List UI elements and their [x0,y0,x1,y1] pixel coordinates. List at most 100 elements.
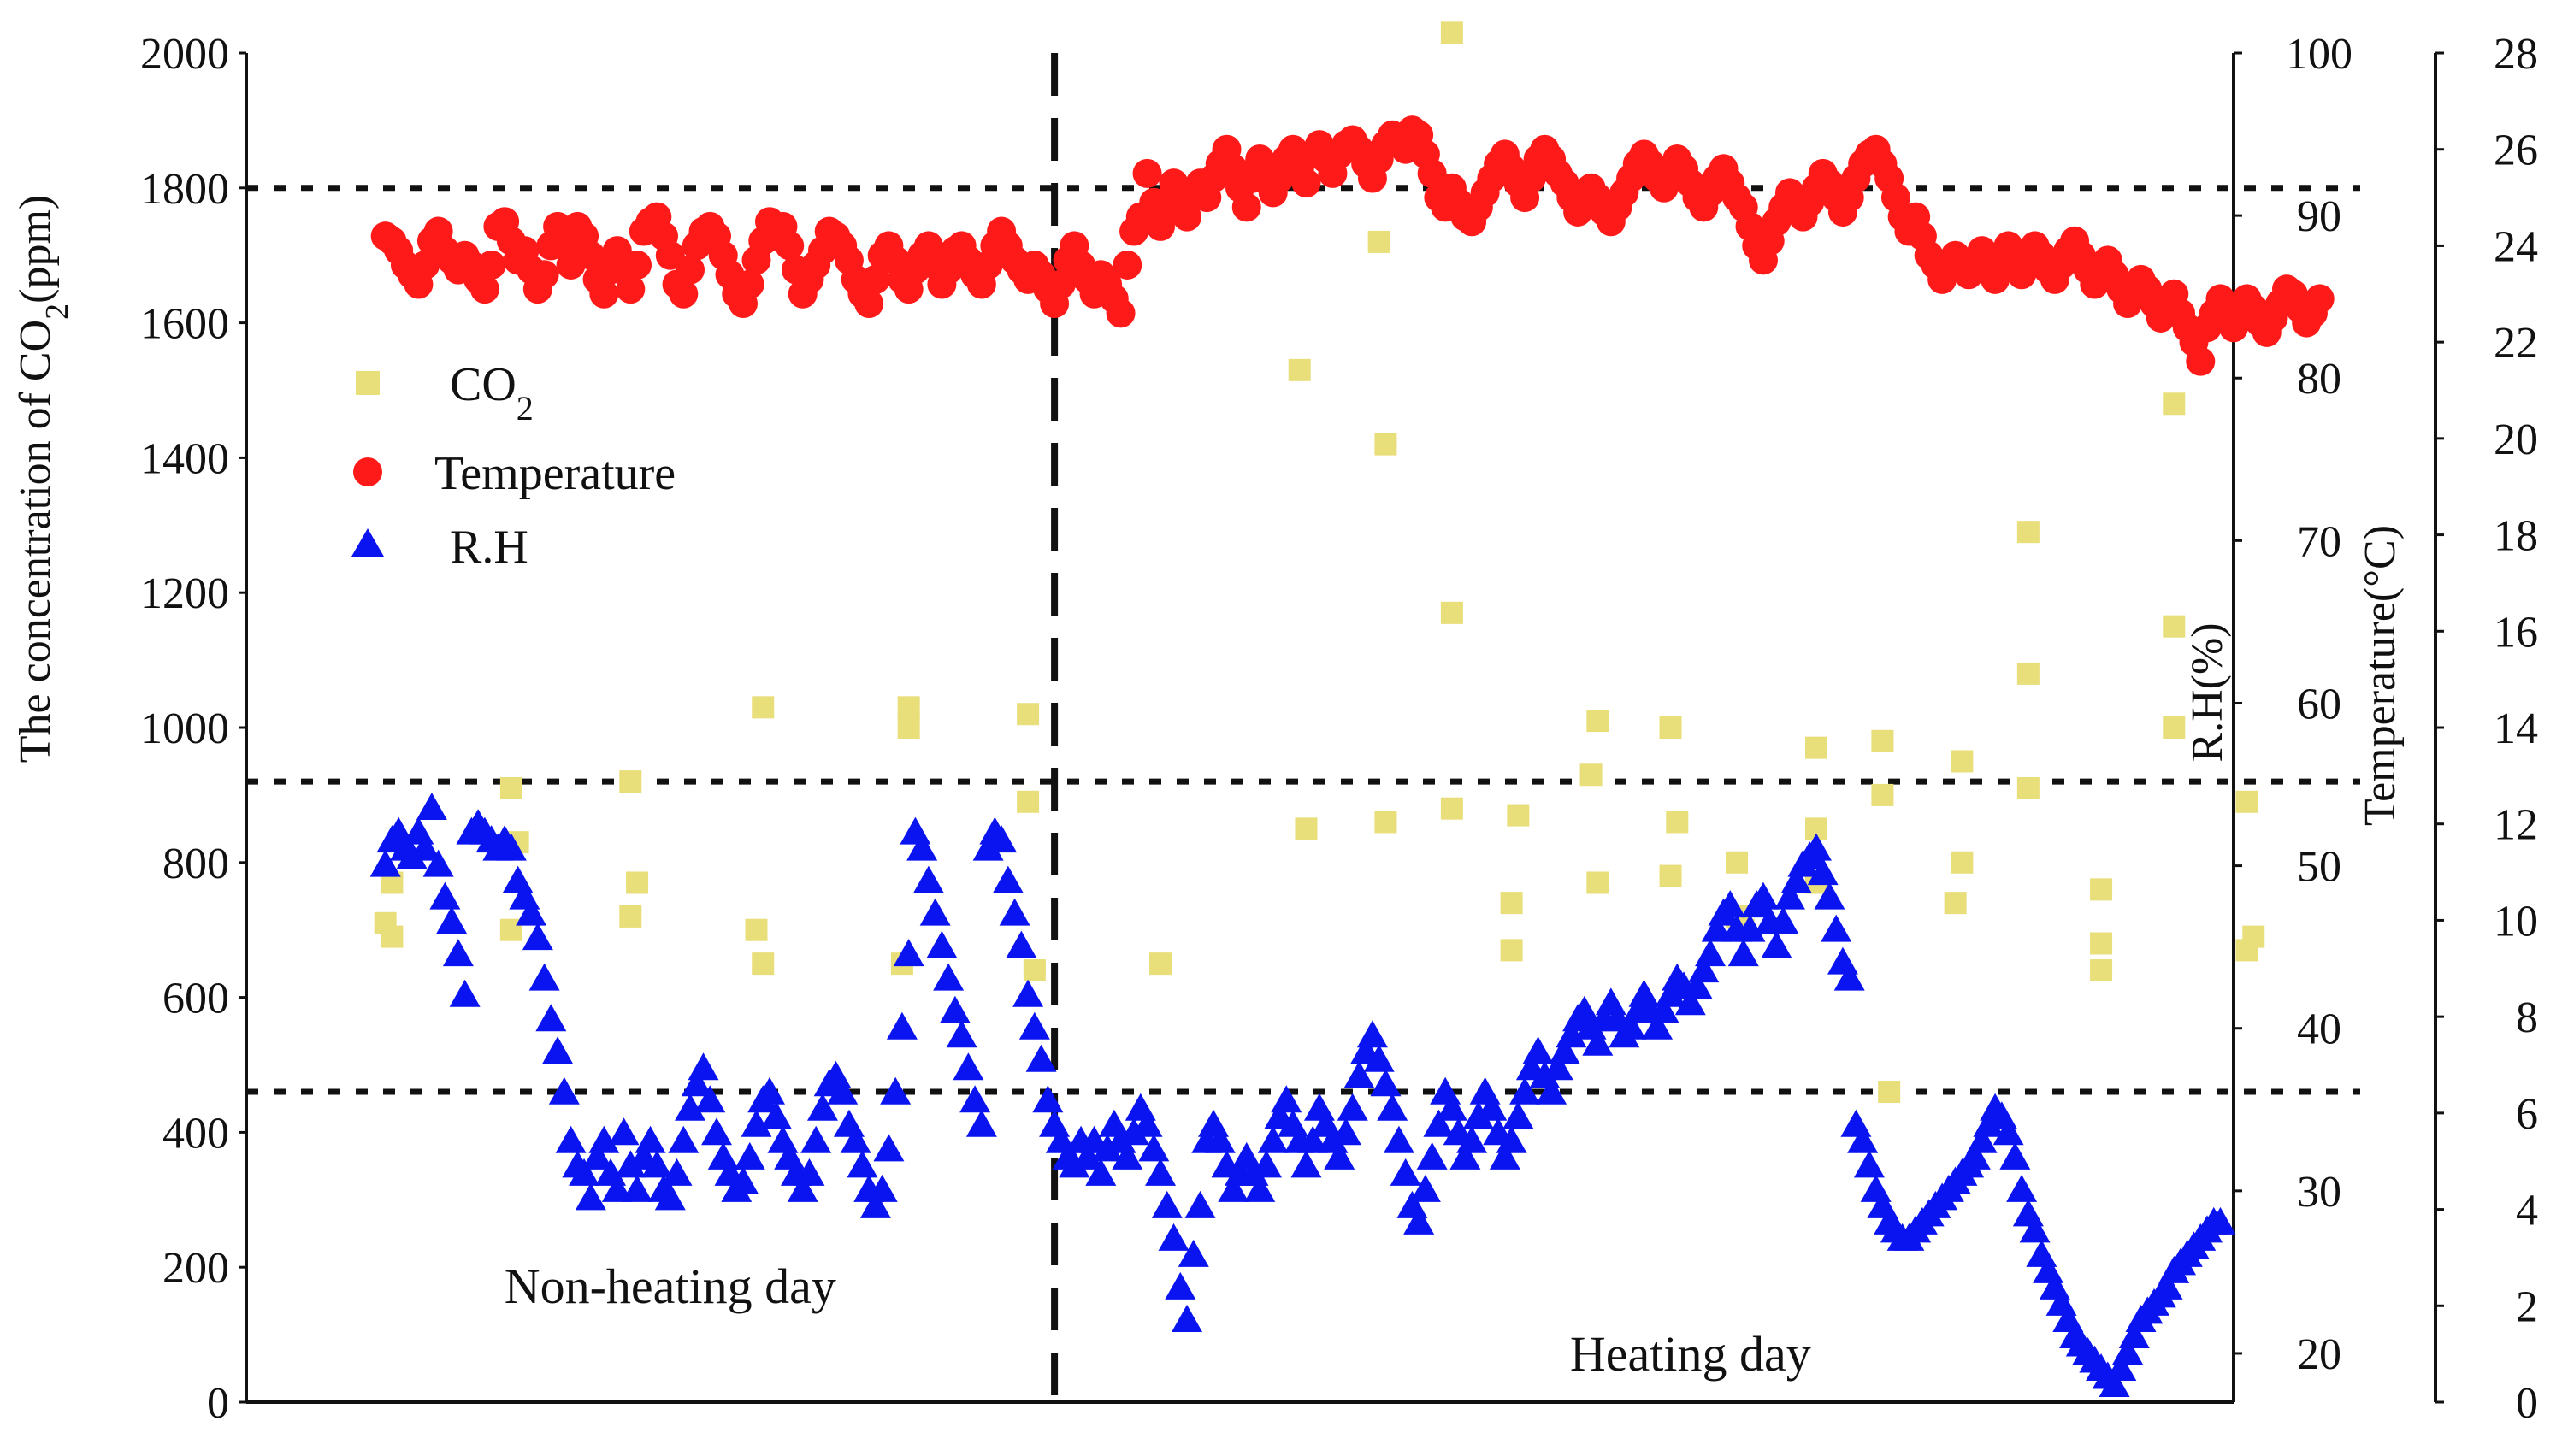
co2-point [1500,892,1523,915]
temp-tick-label: 16 [2494,608,2538,657]
rh-point [1536,1076,1567,1105]
rh-point [1469,1076,1501,1105]
co2-point [1586,871,1609,894]
rh-point [1032,1085,1064,1113]
rh-point [1131,1109,1163,1137]
temperature-point [529,260,559,290]
rh-point [1085,1158,1117,1186]
rh-tick-label: 50 [2297,843,2341,892]
co2-point [1440,797,1463,820]
rh-tick-label: 90 [2297,192,2341,241]
legend-co2-swatch [356,371,380,395]
rh-point [1303,1093,1335,1121]
temperature-point [860,264,890,294]
co2-tick-label: 800 [162,840,229,888]
co2-point [2016,521,2040,544]
rh-point [436,906,468,934]
co2-point [1017,703,1040,726]
rh-point [1761,930,1792,958]
rh-point [1509,1076,1541,1105]
rh-point [369,849,401,877]
rh-point [1423,1109,1455,1137]
temperature-point [2305,284,2335,314]
co2-point [1500,939,1523,962]
rh-point [728,1166,759,1194]
rh-point [2006,1174,2038,1202]
rh-point [1178,1239,1209,1267]
rh-point [847,1150,878,1178]
temp-tick-label: 10 [2494,897,2538,946]
temperature-point [2186,346,2216,376]
rh-point [760,1101,792,1129]
co2-point [1367,230,1390,253]
temperature-point [1291,168,1321,198]
temp-tick-label: 26 [2494,127,2538,175]
co2-point [1295,817,1318,840]
co2-point [1871,783,1894,806]
rh-point [601,1174,633,1202]
rh-point [972,833,1004,861]
temperature-point [1046,269,1076,299]
rh-point [1681,971,1713,999]
rh-point [1674,987,1706,1016]
rh-point [2099,1369,2130,1397]
rh-point [1476,1093,1508,1121]
co2-tick-label: 200 [162,1244,229,1293]
rh-point [1158,1223,1190,1251]
rh-point [535,1004,567,1032]
rh-tick-label: 20 [2297,1330,2341,1379]
rh-point [2019,1215,2051,1243]
rh-point [2112,1336,2144,1365]
co2-tick-label: 1200 [140,569,229,618]
rh-point [1833,963,1865,991]
rh-point [906,833,938,861]
rh-point [1337,1093,1368,1121]
co2-point [752,696,775,719]
rh-point [1556,1020,1587,1048]
rh-point [2118,1320,2150,1348]
rh-point [694,1085,726,1113]
rh-point [422,849,454,877]
co2-point [1659,716,1682,739]
rh-point [1642,1011,1674,1040]
rh-point [1853,1150,1885,1178]
rh-point [1992,1117,2024,1146]
rh-point [1522,1036,1554,1064]
temp-tick-label: 6 [2516,1090,2538,1139]
rh-point [1780,865,1812,893]
rh-point [794,1158,825,1186]
rh-point [1436,1093,1467,1121]
rh-point [840,1125,871,1153]
rh-point [1821,914,1852,942]
rh-point [675,1093,706,1121]
rh-point [1807,858,1839,886]
rh-point [1119,1117,1150,1146]
rh-point [1356,1020,1388,1048]
rh-series [369,793,2236,1397]
rh-point [575,1182,606,1211]
co2-point [2016,777,2040,800]
co2-point [1871,729,1894,752]
rh-point [1343,1060,1375,1088]
rh-point [1715,890,1746,918]
rh-point [1734,914,1766,942]
rh-point [2152,1271,2183,1300]
rh-point [946,1020,977,1048]
rh-point [588,1125,620,1153]
temperature-point [1132,158,1162,188]
rh-point [1151,1190,1183,1218]
co2-tick-label: 1400 [140,434,229,483]
co2-point [2163,716,2186,739]
rh-point [866,1174,898,1202]
temp-tick-label: 18 [2494,512,2538,561]
rh-point [1006,930,1037,958]
temperature-point [589,279,619,309]
co2-series [374,21,2265,1104]
rh-point [1582,1028,1614,1056]
rh-point [1330,1117,1361,1146]
rh-point [528,963,560,991]
rh-point [827,1076,859,1105]
rh-point [1184,1190,1216,1218]
rh-point [953,1052,984,1081]
rh-point [1695,939,1727,967]
